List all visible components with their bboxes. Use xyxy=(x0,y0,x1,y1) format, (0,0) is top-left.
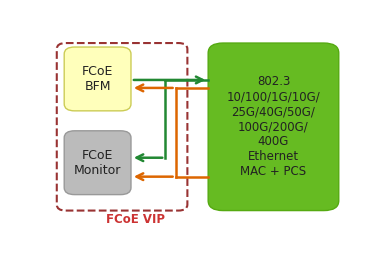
Text: FCoE
BFM: FCoE BFM xyxy=(82,65,113,93)
FancyBboxPatch shape xyxy=(208,43,339,211)
FancyBboxPatch shape xyxy=(64,131,131,195)
Text: 802.3
10/100/1G/10G/
25G/40G/50G/
100G/200G/
400G
Ethernet
MAC + PCS: 802.3 10/100/1G/10G/ 25G/40G/50G/ 100G/2… xyxy=(227,75,320,178)
Text: FCoE
Monitor: FCoE Monitor xyxy=(74,149,121,177)
FancyBboxPatch shape xyxy=(64,47,131,111)
Text: FCoE VIP: FCoE VIP xyxy=(106,213,165,226)
